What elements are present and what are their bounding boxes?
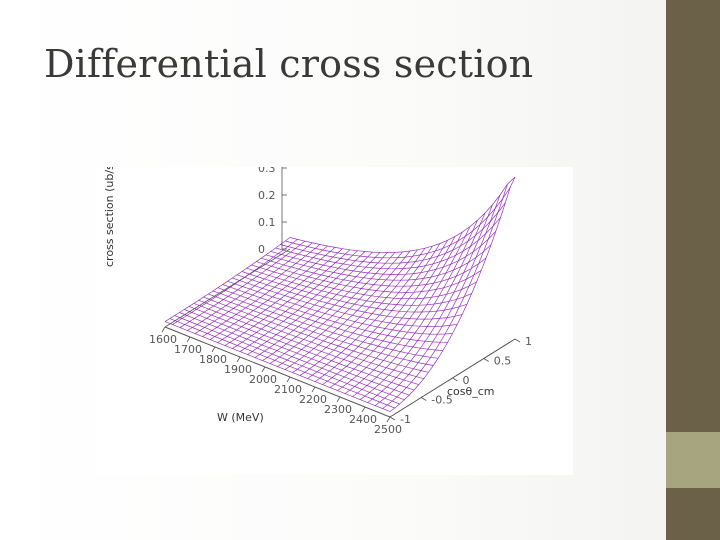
mesh-line-cos bbox=[217, 248, 343, 343]
mesh-line-w bbox=[289, 176, 516, 253]
mesh-line-cos bbox=[322, 240, 448, 385]
mesh-line-cos bbox=[337, 231, 463, 391]
mesh-line-cos bbox=[194, 244, 321, 334]
w-tick-label: 2200 bbox=[299, 393, 327, 406]
cos-tick-label: 0 bbox=[463, 374, 470, 387]
mesh-line-cos bbox=[344, 226, 471, 394]
w-tick-label: 2100 bbox=[274, 383, 302, 396]
w-tick-mark bbox=[236, 356, 241, 363]
w-tick-mark bbox=[361, 406, 366, 413]
cos-tick-label: 1 bbox=[525, 335, 532, 348]
w-tick-mark bbox=[386, 416, 391, 423]
mesh-line-cos bbox=[284, 250, 411, 370]
mesh-line-cos bbox=[247, 251, 373, 355]
mesh-line-cos bbox=[389, 176, 516, 412]
cos-tick-mark bbox=[514, 338, 521, 343]
w-tick-mark bbox=[336, 396, 341, 403]
w-tick-label: 2300 bbox=[324, 403, 352, 416]
w-tick-label: 2000 bbox=[249, 373, 277, 386]
cos-axis-back-line bbox=[164, 248, 291, 328]
w-tick-mark bbox=[161, 326, 166, 333]
w-tick-label: 1900 bbox=[224, 363, 252, 376]
mesh-line-cos bbox=[299, 247, 426, 376]
w-axis-label: W (MeV) bbox=[217, 411, 264, 424]
mesh-line-cos bbox=[352, 220, 478, 397]
z-tick-label: 0.1 bbox=[258, 216, 276, 229]
mesh-line-cos bbox=[269, 252, 396, 364]
w-tick-label: 1700 bbox=[174, 343, 202, 356]
mesh-line-cos bbox=[239, 251, 366, 352]
w-tick-mark bbox=[211, 346, 216, 353]
mesh-line-cos bbox=[224, 249, 351, 346]
w-tick-label: 1800 bbox=[199, 353, 227, 366]
w-tick-mark bbox=[186, 336, 191, 343]
mesh-line-cos bbox=[209, 247, 336, 340]
mesh-line-cos bbox=[262, 252, 388, 361]
w-axis-line bbox=[164, 326, 391, 418]
cos-tick-mark bbox=[389, 416, 396, 421]
mesh-line-cos bbox=[359, 212, 486, 400]
mesh-line-cos bbox=[172, 239, 298, 325]
z-tick-label: 0.3 bbox=[258, 167, 276, 175]
mesh-line-cos bbox=[277, 251, 403, 367]
z-tick-label: 0 bbox=[258, 243, 265, 256]
surface-plot: 00.10.20.30.40.50.6cross section (ub/sr)… bbox=[103, 167, 532, 436]
mesh-line-cos bbox=[164, 237, 291, 322]
w-tick-label: 2500 bbox=[374, 423, 402, 436]
w-tick-mark bbox=[286, 376, 291, 383]
cos-tick-label: -1 bbox=[400, 413, 411, 426]
cos-tick-mark bbox=[483, 358, 489, 362]
w-tick-label: 1600 bbox=[149, 333, 177, 346]
mesh-line-cos bbox=[382, 183, 508, 409]
w-tick-mark bbox=[311, 386, 316, 393]
cos-tick-mark bbox=[421, 397, 427, 401]
mesh-line-cos bbox=[232, 250, 358, 349]
plot-frame: 00.10.20.30.40.50.6cross section (ub/sr)… bbox=[97, 167, 573, 475]
mesh-line-cos bbox=[187, 242, 313, 331]
mesh-line-w bbox=[188, 306, 415, 391]
mesh-line-cos bbox=[292, 249, 418, 373]
z-tick-label: 0.2 bbox=[258, 189, 276, 202]
z-axis-label: cross section (ub/sr) bbox=[103, 167, 116, 267]
mesh-line-cos bbox=[314, 243, 441, 382]
slide-title: Differential cross section bbox=[44, 42, 534, 86]
cos-tick-label: 0.5 bbox=[494, 355, 512, 368]
mesh-line-cos bbox=[202, 245, 328, 337]
mesh-line-cos bbox=[179, 240, 306, 328]
mesh-line-cos bbox=[307, 245, 433, 379]
mesh-line-cos bbox=[367, 204, 493, 403]
mesh-line-cos bbox=[254, 252, 381, 358]
cos-tick-label: -0.5 bbox=[431, 394, 452, 407]
mesh-line-cos bbox=[374, 194, 501, 406]
w-tick-mark bbox=[261, 366, 266, 373]
w-tick-label: 2400 bbox=[349, 413, 377, 426]
mesh-line-cos bbox=[329, 236, 456, 388]
cos-tick-mark bbox=[452, 377, 458, 382]
sidebar-accent bbox=[666, 432, 720, 488]
cos-axis-label: cosθ_cm bbox=[447, 385, 495, 398]
